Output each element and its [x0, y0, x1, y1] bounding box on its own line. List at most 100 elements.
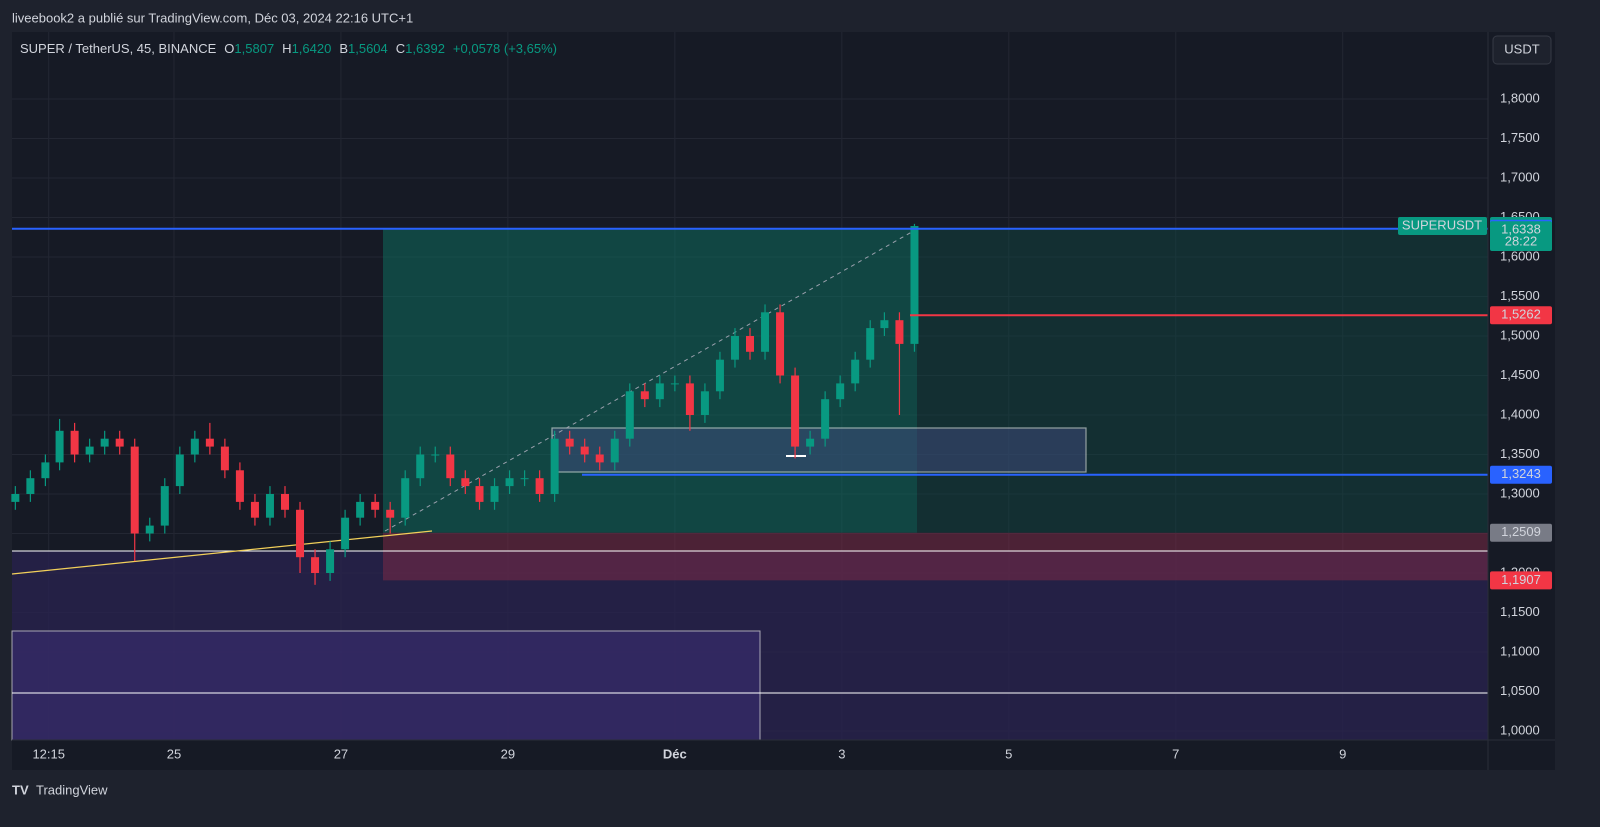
x-tick-label: 3: [838, 746, 845, 761]
candle-body: [851, 359, 860, 384]
candle-body: [806, 438, 815, 447]
y-tick-label: 1,0000: [1500, 722, 1540, 737]
price-badge-label: 1,1907: [1501, 572, 1541, 587]
candle-body: [685, 383, 694, 415]
price-badge: [1490, 465, 1552, 484]
ohlc-value: 1,5604: [348, 41, 388, 56]
candle-body: [475, 486, 484, 502]
candle-body: [371, 501, 380, 510]
y-tick-label: 1,5000: [1500, 327, 1540, 342]
ohlc-key: H: [282, 41, 291, 56]
y-tick-label: 1,4500: [1500, 367, 1540, 382]
logo-mark: TV: [12, 782, 29, 797]
trend-line: [11, 530, 433, 575]
candle-body: [296, 509, 305, 558]
candle-body: [190, 438, 199, 455]
candle-body: [431, 454, 440, 456]
candle-body: [730, 335, 739, 360]
target-zone-extended: [917, 228, 1488, 533]
y-tick-label: 1,0500: [1500, 683, 1540, 698]
candle-body: [655, 383, 664, 400]
y-tick-label: 1,4000: [1500, 406, 1540, 421]
ohlc-value: 1,5807: [234, 41, 274, 56]
position-tool: [383, 228, 1488, 581]
y-tick-label: 1,7000: [1500, 169, 1540, 184]
candle-body: [70, 430, 79, 455]
y-tick-label: 1,5500: [1500, 288, 1540, 303]
candle-body: [341, 517, 350, 550]
stop-zone: [383, 532, 1488, 581]
price-badge-label: 1,5262: [1501, 307, 1541, 322]
y-tick-label: 1,6000: [1500, 248, 1540, 263]
countdown: 28:22: [1505, 233, 1538, 248]
x-tick-label: 12:15: [32, 746, 65, 761]
price-badge: [1490, 523, 1552, 542]
candle-body: [640, 391, 649, 400]
x-tick-label: Déc: [663, 746, 687, 761]
price-badge: [1490, 306, 1552, 325]
candle-body: [535, 478, 544, 494]
candle-body: [235, 470, 244, 502]
x-tick-label: 25: [167, 746, 181, 761]
y-tick-label: 1,1000: [1500, 643, 1540, 658]
x-tick-label: 7: [1172, 746, 1179, 761]
currency-button[interactable]: [1492, 35, 1552, 65]
candle-body: [490, 486, 499, 502]
x-tick-label: 5: [1005, 746, 1012, 761]
candle-body: [205, 438, 214, 447]
candle-body: [311, 557, 320, 573]
candle-body: [41, 462, 50, 479]
candle-body: [595, 454, 604, 463]
candle-body: [565, 438, 574, 447]
candle-body: [175, 454, 184, 487]
zone-box: [11, 630, 761, 741]
price-badge: [1490, 221, 1552, 240]
ohlc-key: C: [396, 41, 405, 56]
y-tick-label: 1,3500: [1500, 446, 1540, 461]
candle-body: [715, 359, 724, 392]
candle-body: [11, 493, 20, 502]
candle-body: [265, 493, 274, 518]
candle-body: [416, 454, 425, 479]
candle-body: [821, 399, 830, 439]
y-tick-label: 1,8000: [1500, 90, 1540, 105]
candle-body: [446, 454, 455, 479]
projection-line: [384, 228, 918, 532]
candle-body: [356, 501, 365, 518]
candle-body: [836, 383, 845, 400]
symbol-badge: [1398, 217, 1487, 236]
candle-body: [100, 438, 109, 447]
y-tick-label: 1,1500: [1500, 604, 1540, 619]
ohlc-key: O: [224, 41, 234, 56]
levels: [12, 227, 1488, 476]
candle-body: [160, 486, 169, 526]
x-tick-label: 29: [501, 746, 515, 761]
candle-body: [520, 478, 529, 480]
y-tick-label: 1,3000: [1500, 485, 1540, 500]
x-tick-label: 9: [1339, 746, 1346, 761]
candle-body: [115, 438, 124, 447]
candle-body: [505, 478, 514, 487]
currency-label[interactable]: USDT: [1504, 41, 1539, 56]
price-badge-label: 1,2509: [1501, 524, 1541, 539]
price-badge-label: 1,6338: [1501, 222, 1541, 237]
candle-body: [895, 320, 904, 344]
candle-body: [85, 446, 94, 455]
candle-body: [461, 478, 470, 487]
candle-body: [326, 549, 335, 573]
candle-body: [26, 478, 35, 494]
price-badge-label: 1,3243: [1501, 466, 1541, 481]
candle-body: [746, 335, 754, 352]
candle-body: [130, 446, 139, 534]
candle-body: [550, 438, 559, 494]
candle-body: [910, 226, 919, 344]
x-tick-label: 27: [334, 746, 348, 761]
candle-body: [401, 478, 410, 518]
price-badge: [1490, 571, 1552, 590]
ohlc-value: 1,6392: [405, 41, 445, 56]
candle-body: [145, 525, 154, 534]
y-tick-label: 1,7500: [1500, 130, 1540, 145]
range-box: [551, 427, 1087, 473]
